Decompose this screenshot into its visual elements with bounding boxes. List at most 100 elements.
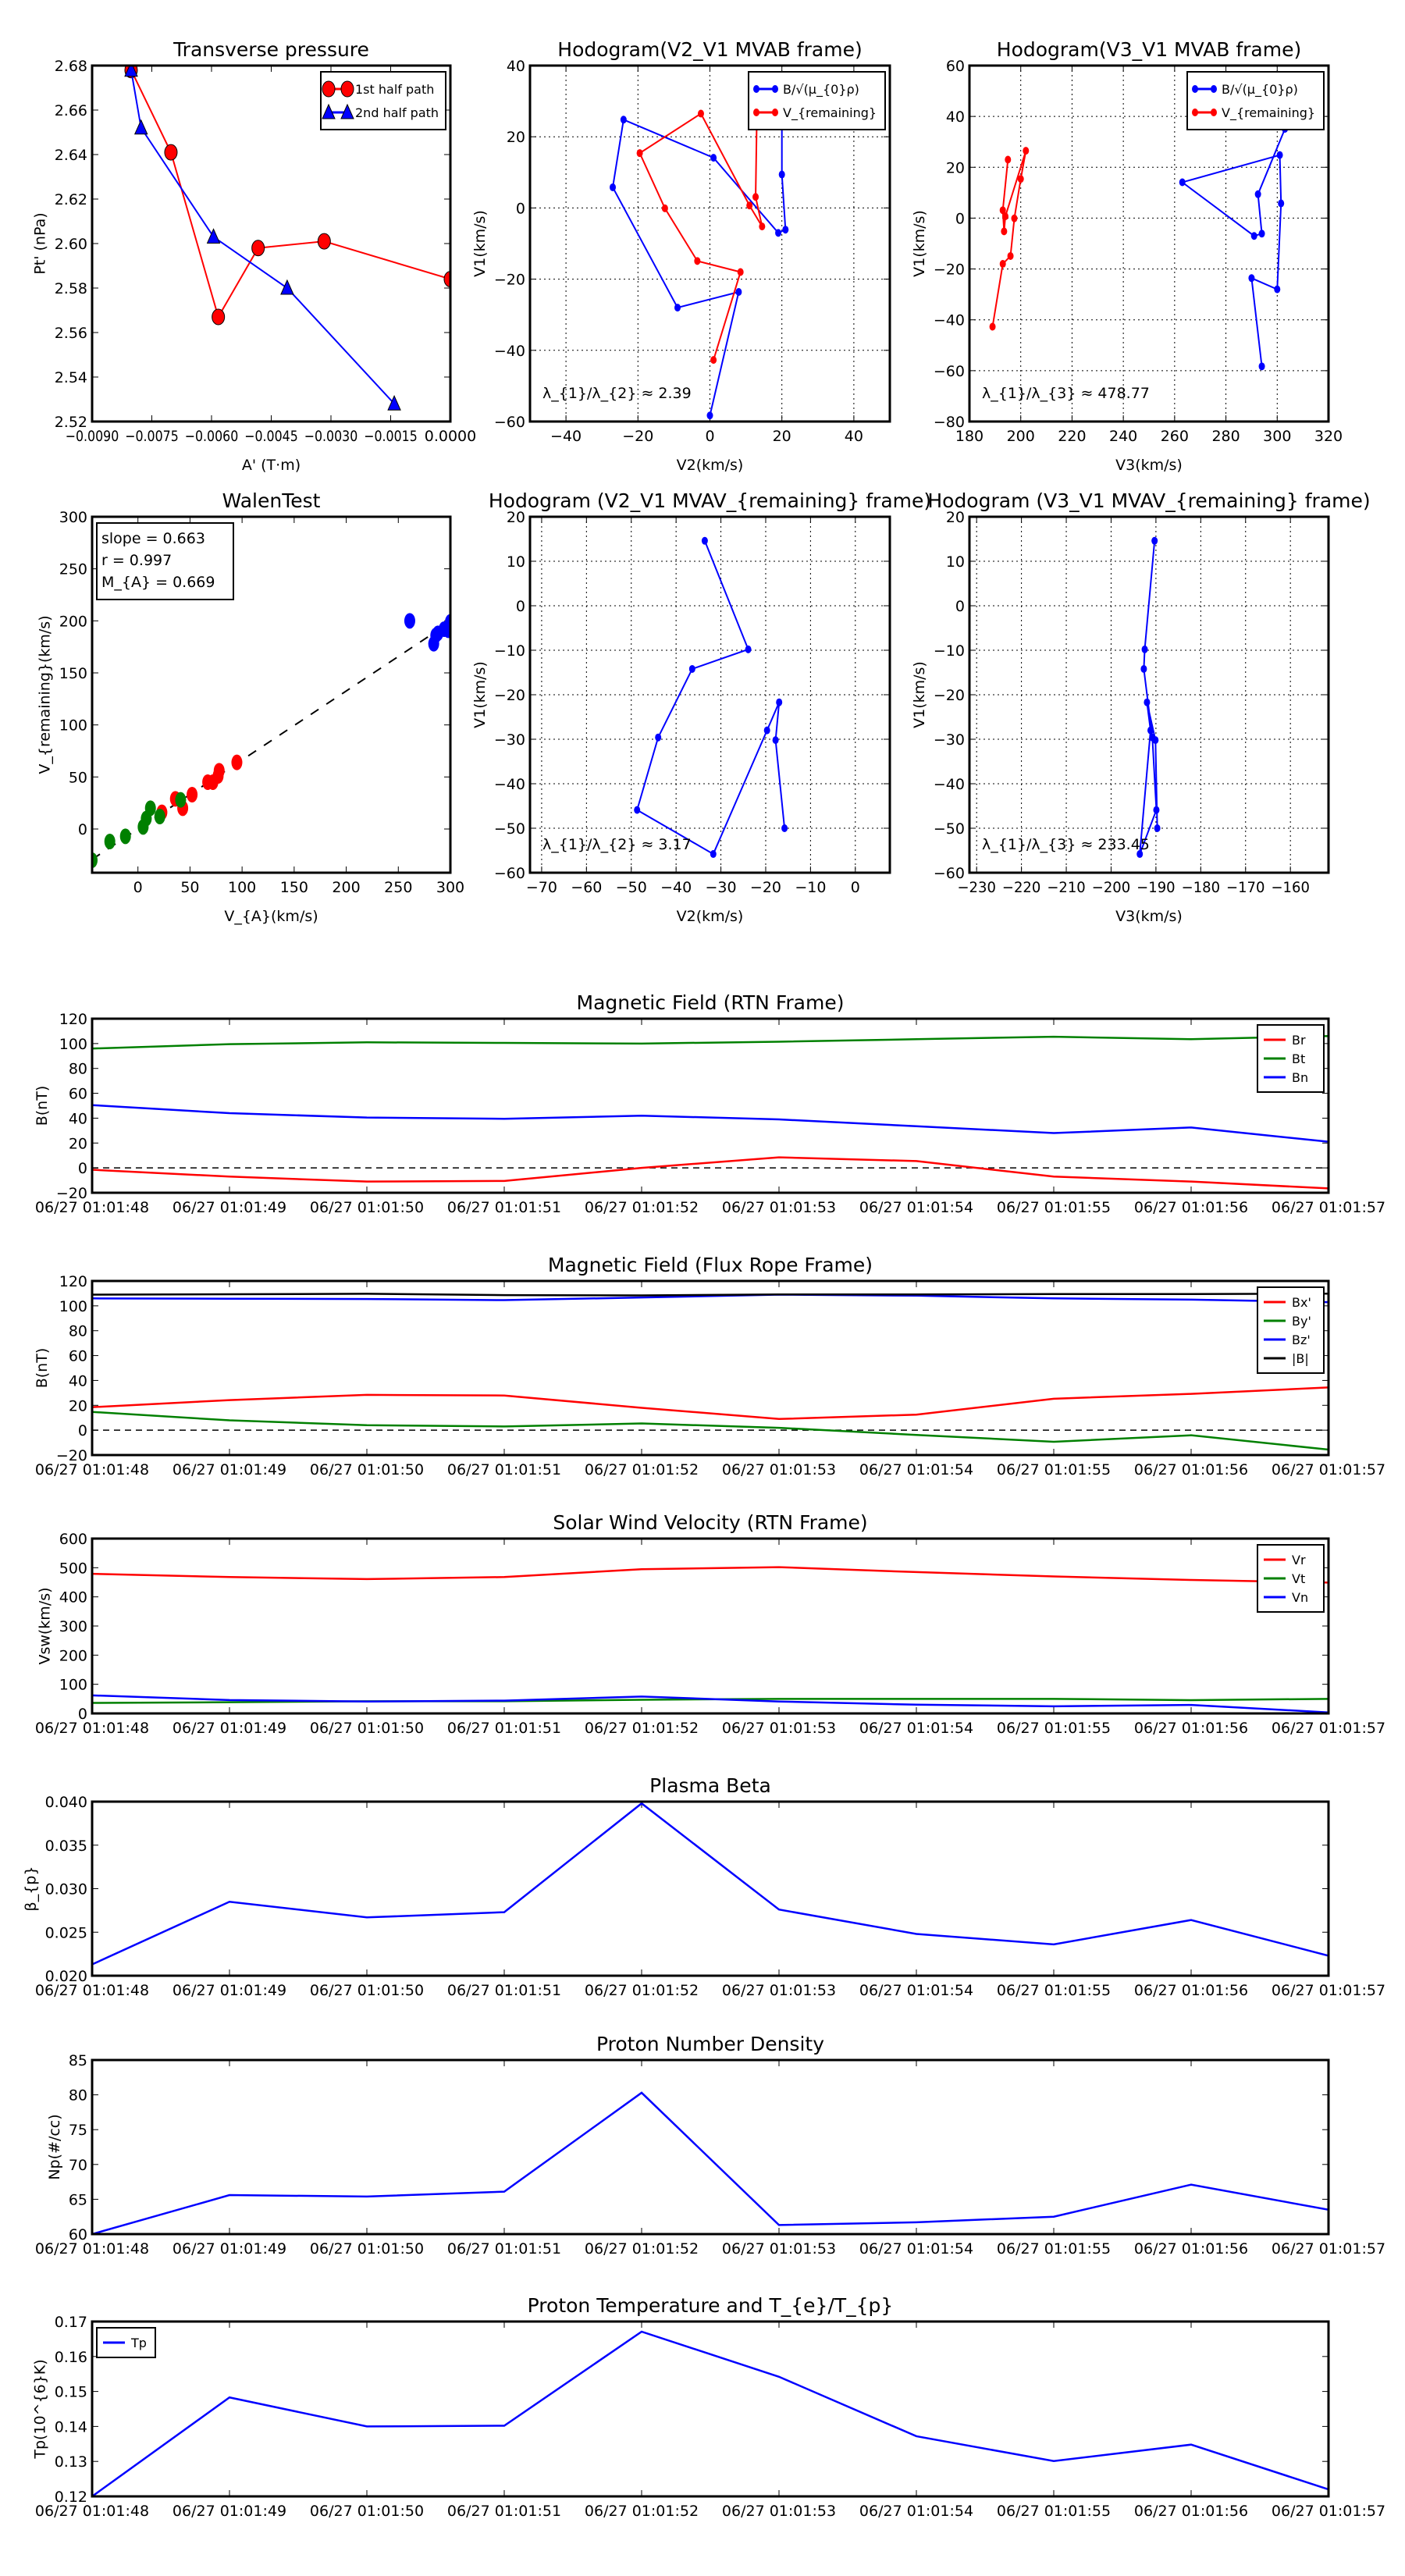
x-tick-label: 0	[133, 879, 143, 896]
chart-title: Solar Wind Velocity (RTN Frame)	[553, 1511, 867, 1534]
axes-frame	[91, 1537, 1330, 1715]
x-tick-label: −50	[616, 879, 647, 896]
data-point	[387, 394, 401, 411]
plot-area	[1136, 536, 1161, 859]
x-tick-label: 06/27 01:01:53	[722, 1199, 836, 1216]
x-tick-label: 06/27 01:01:57	[1272, 1199, 1385, 1216]
y-tick-label: −20	[494, 687, 525, 704]
y-tick-label: 40	[69, 1372, 87, 1389]
x-tick-label: 06/27 01:01:54	[859, 1461, 973, 1478]
y-tick-label: 2.56	[55, 325, 87, 342]
data-point	[404, 613, 415, 629]
x-tick-label: 06/27 01:01:55	[997, 1720, 1111, 1737]
chart-hodogram-v2-v1-mvab: Hodogram(V2_V1 MVAB frame) −40 −20 0 20 40 −60…	[471, 38, 891, 474]
data-point	[989, 322, 996, 331]
data-point	[1023, 147, 1030, 155]
y-axis-label: V1(km/s)	[911, 210, 928, 277]
legend-label: Tp	[130, 2336, 147, 2350]
data-point	[280, 279, 294, 295]
plot-area	[124, 66, 450, 411]
data-point	[1151, 536, 1158, 545]
data-point	[999, 206, 1006, 215]
legend-label: V_{remaining}	[783, 105, 877, 121]
data-point	[104, 834, 116, 849]
axes-frame	[91, 515, 452, 874]
chart-title: Hodogram (V2_V1 MVAV_{remaining} frame)	[489, 489, 931, 512]
y-tick-label: 0.12	[55, 2489, 87, 2506]
stats-line: r = 0.997	[101, 552, 172, 569]
x-tick-label: 150	[280, 879, 308, 896]
data-point	[119, 828, 131, 845]
x-tick-label: 06/27 01:01:50	[310, 1199, 424, 1216]
series-line-0	[92, 2330, 1329, 2496]
y-tick-label: 0	[78, 821, 87, 838]
legend-marker	[1211, 109, 1217, 116]
x-tick-label: 06/27 01:01:49	[173, 1982, 286, 1999]
series-line-0	[1139, 540, 1158, 855]
x-tick-label: 06/27 01:01:52	[585, 1461, 699, 1478]
legend-marker	[322, 80, 336, 98]
data-point	[752, 193, 759, 201]
x-tick-label: 06/27 01:01:52	[585, 2503, 699, 2520]
legend-label: Vr	[1292, 1553, 1306, 1567]
x-tick-label: 200	[1007, 428, 1035, 445]
legend-marker	[340, 103, 354, 119]
data-point	[133, 119, 148, 135]
y-tick-label: 100	[59, 717, 87, 735]
data-point	[674, 304, 681, 312]
y-tick-label: −20	[934, 262, 965, 279]
series-line-0	[1180, 128, 1286, 367]
y-tick-label: 60	[69, 1348, 87, 1365]
data-point	[1250, 232, 1257, 240]
legend-marker	[753, 109, 759, 116]
x-tick-label: 06/27 01:01:56	[1134, 1982, 1248, 1999]
series-line-2	[92, 1104, 1329, 1143]
data-point	[231, 754, 243, 770]
eigenvalue-ratio-annotation: λ_{1}/λ_{2} ≈ 3.17	[542, 836, 692, 853]
x-tick-label: −60	[571, 879, 602, 896]
x-tick-label: 220	[1058, 428, 1086, 445]
x-tick-label: 06/27 01:01:49	[173, 2503, 286, 2520]
x-tick-label: −0.0075	[125, 428, 179, 445]
series-line-1	[638, 112, 763, 361]
axes-frame	[968, 64, 1330, 423]
x-tick-label: 260	[1161, 428, 1189, 445]
y-tick-label: 150	[59, 665, 87, 682]
data-point	[775, 229, 782, 237]
x-tick-label: 06/27 01:01:54	[859, 2503, 973, 2520]
x-tick-label: 06/27 01:01:48	[35, 1720, 149, 1737]
x-tick-label: 06/27 01:01:49	[173, 1461, 286, 1478]
x-tick-label: 40	[845, 428, 863, 445]
legend-label: Vn	[1292, 1590, 1308, 1605]
x-tick-label: 06/27 01:01:57	[1272, 2240, 1385, 2258]
data-point	[735, 288, 742, 297]
data-point	[443, 271, 450, 288]
plot-area	[634, 536, 788, 859]
x-tick-label: 06/27 01:01:52	[585, 2240, 699, 2258]
series-line-0	[92, 2091, 1329, 2234]
y-tick-label: 2.54	[55, 369, 87, 386]
x-tick-label: −30	[706, 879, 737, 896]
legend-label: Br	[1292, 1033, 1306, 1048]
y-tick-label: 2.62	[55, 191, 87, 208]
y-tick-label: −40	[934, 776, 965, 793]
series-line-0	[92, 1156, 1329, 1190]
y-tick-label: −60	[494, 414, 525, 431]
x-tick-label: −10	[795, 879, 826, 896]
y-tick-label: 0	[78, 1422, 87, 1439]
axes-frame	[528, 515, 891, 874]
y-tick-label: 0.14	[55, 2418, 87, 2435]
data-point	[706, 411, 713, 420]
y-tick-label: 300	[59, 509, 87, 526]
data-point	[206, 228, 221, 244]
y-axis-label: Tp(10^{6}K)	[32, 2359, 49, 2459]
x-tick-label: 06/27 01:01:52	[585, 1199, 699, 1216]
y-tick-label: 120	[59, 1273, 87, 1290]
y-tick-label: 100	[59, 1677, 87, 1694]
y-tick-label: 100	[59, 1298, 87, 1315]
x-tick-label: −0.0015	[364, 428, 418, 445]
chart-walen-test: WalenTest 0 50 100 150 200 250 300 0 50 100 150 200 2…	[37, 489, 464, 925]
series-line-0	[92, 1386, 1329, 1421]
y-tick-label: 0	[78, 1706, 87, 1723]
y-tick-label: 2.68	[55, 58, 87, 75]
